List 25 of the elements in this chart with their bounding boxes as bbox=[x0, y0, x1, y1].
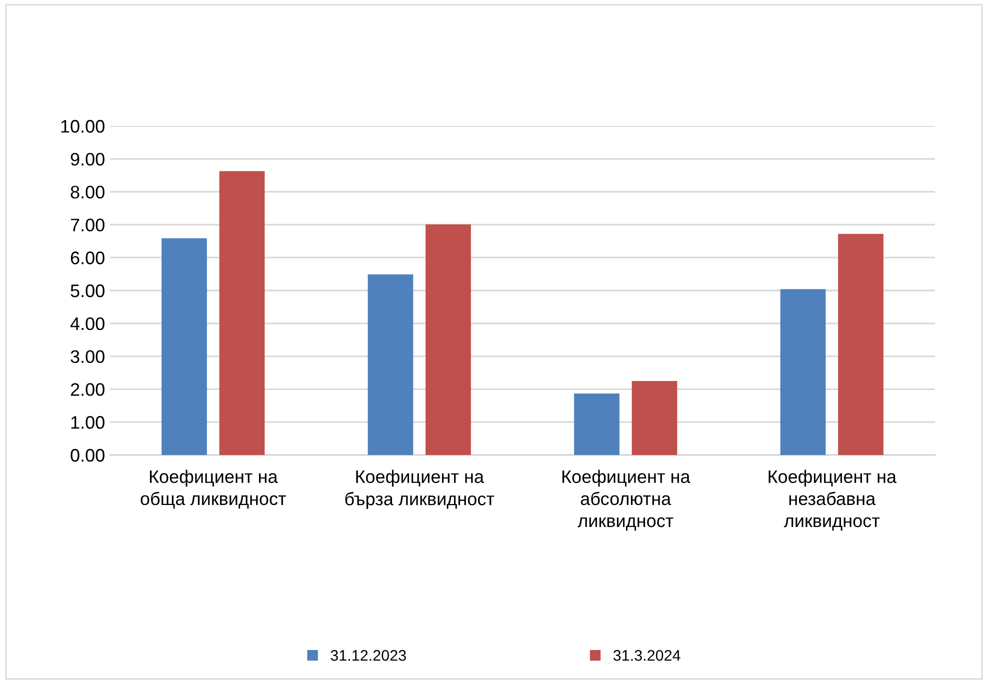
y-tick-label: 2.00 bbox=[70, 383, 104, 396]
x-tick-label: Коефициент на незабавна ликвидност bbox=[768, 470, 897, 531]
y-tick-label: 1.00 bbox=[71, 416, 104, 429]
y-tick-label: 10.00 bbox=[61, 120, 104, 133]
y-tick-label: 5.00 bbox=[70, 284, 104, 298]
bar bbox=[219, 171, 265, 455]
y-tick-label: 6.00 bbox=[70, 252, 104, 264]
x-tick-label: Коефициент на обща ликвидност bbox=[140, 470, 286, 509]
bar bbox=[838, 234, 884, 455]
x-tick-label: Коефициент на бърза ликвидност bbox=[345, 470, 494, 509]
y-tick-label: 3.00 bbox=[70, 350, 104, 364]
y-tick-label: 9.00 bbox=[70, 152, 104, 166]
y-tick-label: 8.00 bbox=[70, 186, 104, 199]
bar bbox=[162, 238, 207, 455]
y-tick-label: 0.00 bbox=[70, 448, 104, 462]
bar bbox=[368, 274, 414, 455]
bar bbox=[574, 393, 620, 455]
legend-label: 31.12.2023 bbox=[330, 650, 406, 661]
x-tick-label: Коефициент на абсолютна ликвидност bbox=[562, 470, 690, 531]
bar bbox=[632, 380, 678, 455]
y-tick-label: 4.00 bbox=[70, 317, 104, 330]
legend-label: 31.3.2024 bbox=[613, 650, 680, 661]
bar bbox=[780, 289, 826, 455]
y-tick-label: 7.00 bbox=[70, 218, 104, 232]
bar bbox=[426, 224, 471, 455]
